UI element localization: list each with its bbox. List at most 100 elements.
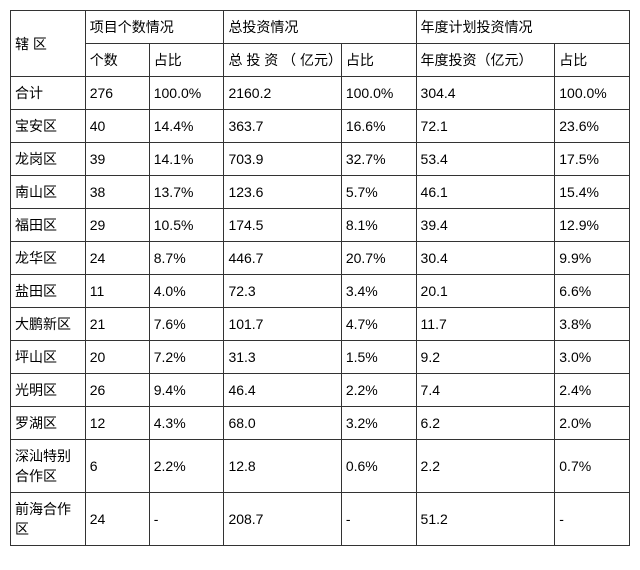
cell-invest_pct: 16.6% [341,110,416,143]
table-row: 坪山区207.2%31.31.5%9.23.0% [11,341,630,374]
cell-region: 深汕特别合作区 [11,440,86,493]
cell-count_pct: 13.7% [149,176,224,209]
cell-invest: 72.3 [224,275,341,308]
cell-count: 26 [85,374,149,407]
table-row: 龙华区248.7%446.720.7%30.49.9% [11,242,630,275]
header-region: 辖 区 [11,11,86,77]
cell-invest_pct: 8.1% [341,209,416,242]
cell-annual: 2.2 [416,440,555,493]
cell-count_pct: 100.0% [149,77,224,110]
cell-invest: 2160.2 [224,77,341,110]
cell-invest_pct: 4.7% [341,308,416,341]
cell-annual: 304.4 [416,77,555,110]
cell-region: 福田区 [11,209,86,242]
cell-invest_pct: - [341,493,416,546]
cell-count: 6 [85,440,149,493]
cell-region: 罗湖区 [11,407,86,440]
cell-annual_pct: 15.4% [555,176,630,209]
cell-count: 39 [85,143,149,176]
cell-count: 276 [85,77,149,110]
cell-annual: 39.4 [416,209,555,242]
cell-annual: 53.4 [416,143,555,176]
cell-count_pct: 4.3% [149,407,224,440]
cell-invest: 68.0 [224,407,341,440]
header-invest-group: 总投资情况 [224,11,416,44]
cell-invest_pct: 3.2% [341,407,416,440]
cell-region: 盐田区 [11,275,86,308]
cell-region: 龙岗区 [11,143,86,176]
cell-count_pct: 14.1% [149,143,224,176]
cell-annual_pct: 100.0% [555,77,630,110]
cell-count_pct: 8.7% [149,242,224,275]
investment-table: 辖 区 项目个数情况 总投资情况 年度计划投资情况 个数 占比 总 投 资 （ … [10,10,630,546]
cell-count: 40 [85,110,149,143]
cell-invest: 101.7 [224,308,341,341]
header-count: 个数 [85,44,149,77]
header-count-group: 项目个数情况 [85,11,224,44]
header-count-pct: 占比 [149,44,224,77]
header-invest: 总 投 资 （ 亿元） [224,44,341,77]
cell-invest: 446.7 [224,242,341,275]
cell-invest: 31.3 [224,341,341,374]
cell-count_pct: 7.2% [149,341,224,374]
cell-region: 坪山区 [11,341,86,374]
cell-invest_pct: 20.7% [341,242,416,275]
table-row: 龙岗区3914.1%703.932.7%53.417.5% [11,143,630,176]
cell-count_pct: 2.2% [149,440,224,493]
cell-annual_pct: 12.9% [555,209,630,242]
table-row: 前海合作区24-208.7-51.2- [11,493,630,546]
cell-invest_pct: 0.6% [341,440,416,493]
cell-count_pct: 4.0% [149,275,224,308]
cell-region: 前海合作区 [11,493,86,546]
table-row: 福田区2910.5%174.58.1%39.412.9% [11,209,630,242]
cell-annual_pct: 23.6% [555,110,630,143]
cell-invest_pct: 32.7% [341,143,416,176]
cell-invest: 703.9 [224,143,341,176]
cell-invest_pct: 1.5% [341,341,416,374]
cell-invest: 174.5 [224,209,341,242]
cell-invest_pct: 3.4% [341,275,416,308]
cell-count: 29 [85,209,149,242]
cell-region: 合计 [11,77,86,110]
cell-invest: 208.7 [224,493,341,546]
cell-annual: 6.2 [416,407,555,440]
cell-annual_pct: 6.6% [555,275,630,308]
cell-invest_pct: 2.2% [341,374,416,407]
cell-count: 24 [85,493,149,546]
cell-annual: 7.4 [416,374,555,407]
cell-annual_pct: 9.9% [555,242,630,275]
cell-annual_pct: - [555,493,630,546]
cell-region: 宝安区 [11,110,86,143]
table-row: 盐田区114.0%72.33.4%20.16.6% [11,275,630,308]
header-group-row: 辖 区 项目个数情况 总投资情况 年度计划投资情况 [11,11,630,44]
cell-annual: 20.1 [416,275,555,308]
cell-region: 龙华区 [11,242,86,275]
cell-count_pct: - [149,493,224,546]
cell-invest_pct: 100.0% [341,77,416,110]
cell-annual: 11.7 [416,308,555,341]
table-row: 光明区269.4%46.42.2%7.42.4% [11,374,630,407]
cell-count: 20 [85,341,149,374]
table-row: 大鹏新区217.6%101.74.7%11.73.8% [11,308,630,341]
table-row: 南山区3813.7%123.65.7%46.115.4% [11,176,630,209]
cell-count: 38 [85,176,149,209]
table-row: 合计276100.0%2160.2100.0%304.4100.0% [11,77,630,110]
cell-count: 11 [85,275,149,308]
cell-annual_pct: 3.8% [555,308,630,341]
cell-count_pct: 7.6% [149,308,224,341]
cell-count_pct: 10.5% [149,209,224,242]
cell-annual_pct: 2.4% [555,374,630,407]
cell-annual: 30.4 [416,242,555,275]
cell-annual: 9.2 [416,341,555,374]
header-annual: 年度投资（亿元） [416,44,555,77]
cell-invest: 12.8 [224,440,341,493]
table-body: 合计276100.0%2160.2100.0%304.4100.0%宝安区401… [11,77,630,546]
cell-count_pct: 9.4% [149,374,224,407]
cell-invest: 46.4 [224,374,341,407]
cell-invest_pct: 5.7% [341,176,416,209]
cell-region: 光明区 [11,374,86,407]
cell-annual_pct: 3.0% [555,341,630,374]
cell-count: 12 [85,407,149,440]
cell-invest: 363.7 [224,110,341,143]
table-row: 宝安区4014.4%363.716.6%72.123.6% [11,110,630,143]
